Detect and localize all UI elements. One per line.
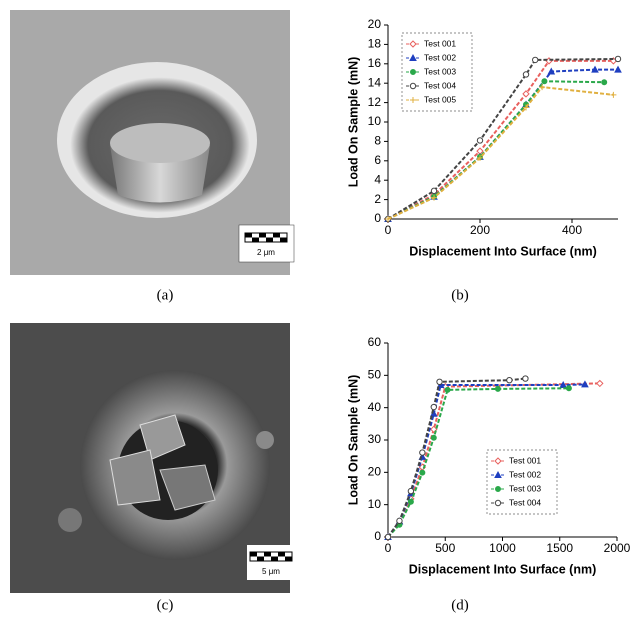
y-tick-label: 40 xyxy=(368,400,382,414)
sem-image-c: 5 μm xyxy=(10,323,297,593)
caption: (b) xyxy=(451,287,469,303)
legend-label: Test 001 xyxy=(509,455,541,465)
y-tick-label: 10 xyxy=(368,497,382,511)
marker xyxy=(445,387,450,392)
y-tick-label: 20 xyxy=(368,17,382,31)
y-tick-label: 18 xyxy=(368,37,382,51)
marker xyxy=(602,80,607,85)
marker xyxy=(431,404,436,409)
legend-marker xyxy=(410,83,415,88)
x-tick-label: 0 xyxy=(385,541,392,555)
marker xyxy=(610,92,616,98)
scale-bar-label: 5 μm xyxy=(262,567,280,576)
x-tick-label: 400 xyxy=(562,223,582,237)
y-tick-label: 12 xyxy=(368,95,382,109)
caption: (a) xyxy=(157,287,174,303)
x-tick-label: 500 xyxy=(435,541,455,555)
caption: (c) xyxy=(157,597,174,613)
y-axis-label: Load On Sample (mN) xyxy=(346,375,360,506)
x-tick-label: 2000 xyxy=(604,541,630,555)
legend: Test 001 Test 002 Test 003 Test 004 xyxy=(487,450,557,514)
x-tick-label: 1000 xyxy=(489,541,516,555)
marker xyxy=(615,67,621,73)
marker xyxy=(542,79,547,84)
x-axis-label: Displacement Into Surface (nm) xyxy=(409,244,597,258)
y-tick-label: 16 xyxy=(368,56,382,70)
caption: (d) xyxy=(451,597,469,613)
x-axis-label: Displacement Into Surface (nm) xyxy=(409,562,597,576)
marker xyxy=(523,91,529,97)
marker xyxy=(533,57,538,62)
y-tick-label: 20 xyxy=(368,465,382,479)
marker xyxy=(437,379,442,384)
legend-label: Test 004 xyxy=(424,80,456,90)
legend-label: Test 002 xyxy=(424,52,456,62)
marker xyxy=(420,470,425,475)
marker xyxy=(408,488,413,493)
y-tick-label: 4 xyxy=(374,172,381,186)
marker xyxy=(582,381,588,387)
y-tick-label: 30 xyxy=(368,432,382,446)
y-tick-label: 50 xyxy=(368,368,382,382)
y-tick-label: 0 xyxy=(374,529,381,543)
legend-marker xyxy=(411,70,416,75)
marker xyxy=(408,499,413,504)
marker xyxy=(431,435,436,440)
marker xyxy=(615,56,620,61)
x-tick-label: 0 xyxy=(385,223,392,237)
marker xyxy=(477,138,482,143)
marker xyxy=(566,386,571,391)
legend-marker xyxy=(496,487,501,492)
y-tick-label: 2 xyxy=(374,192,381,206)
marker xyxy=(385,534,390,539)
marker xyxy=(523,376,528,381)
y-tick-label: 10 xyxy=(368,114,382,128)
y-tick-label: 8 xyxy=(374,134,381,148)
y-tick-label: 0 xyxy=(374,211,381,225)
legend-label: Test 002 xyxy=(509,469,541,479)
y-tick-label: 60 xyxy=(368,335,382,349)
marker xyxy=(523,72,528,77)
marker xyxy=(495,386,500,391)
marker xyxy=(597,380,603,386)
legend-marker xyxy=(495,500,500,505)
legend-label: Test 005 xyxy=(424,94,456,104)
y-tick-label: 14 xyxy=(368,75,382,89)
marker xyxy=(507,377,512,382)
legend-label: Test 001 xyxy=(424,38,456,48)
legend-label: Test 003 xyxy=(424,66,456,76)
sem-image-a: 2 μm xyxy=(10,10,294,275)
x-tick-label: 1500 xyxy=(546,541,573,555)
marker xyxy=(431,188,436,193)
legend: Test 001 Test 002 Test 003 Test 004 Test 005 xyxy=(402,33,472,111)
scale-bar-label: 2 μm xyxy=(257,248,275,257)
y-axis-label: Load On Sample (mN) xyxy=(346,57,360,188)
series xyxy=(385,381,588,539)
legend-label: Test 003 xyxy=(509,483,541,493)
y-tick-label: 6 xyxy=(374,153,381,167)
marker xyxy=(420,450,425,455)
x-tick-label: 200 xyxy=(470,223,490,237)
marker xyxy=(397,518,402,523)
legend-label: Test 004 xyxy=(509,497,541,507)
figure: 2 μm (a) 5 μm (c) (b) (d) 0 2 4 6 8 10 12 14 16 1… xyxy=(0,0,630,619)
